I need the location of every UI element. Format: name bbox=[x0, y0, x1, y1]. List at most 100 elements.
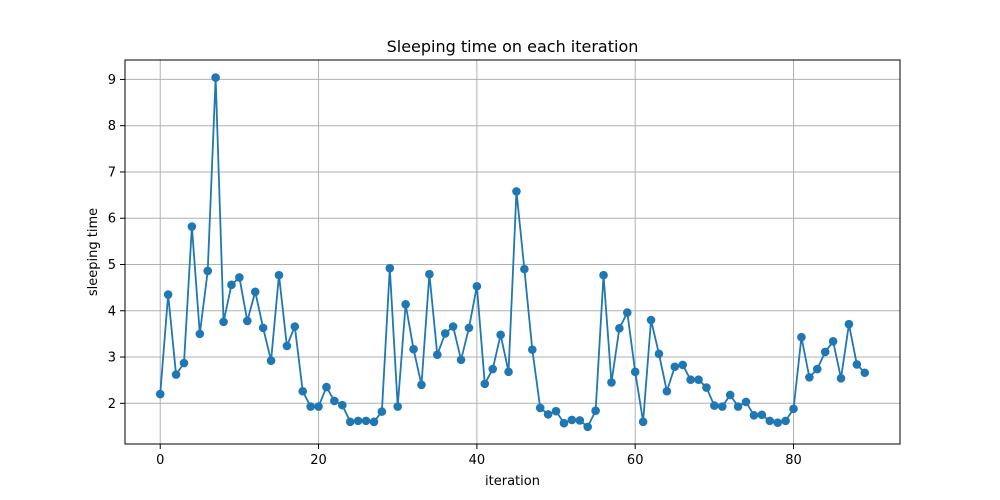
data-point bbox=[559, 418, 569, 428]
data-point bbox=[599, 270, 608, 280]
data-point bbox=[836, 374, 846, 383]
x-axis-ticks: 0 20 40 60 80 bbox=[156, 444, 802, 468]
y-tick-label: 3 bbox=[108, 351, 116, 366]
data-point bbox=[797, 332, 806, 342]
y-tick-label: 2 bbox=[108, 397, 116, 412]
data-point bbox=[258, 323, 268, 333]
data-point bbox=[195, 329, 205, 339]
data-point bbox=[535, 403, 545, 413]
y-axis-label: sleeping time bbox=[86, 208, 101, 296]
data-point bbox=[187, 222, 197, 231]
data-point bbox=[512, 187, 521, 196]
data-point bbox=[551, 406, 561, 416]
data-series bbox=[155, 73, 870, 432]
data-point bbox=[306, 402, 315, 411]
data-point bbox=[504, 367, 513, 377]
data-point bbox=[338, 400, 347, 410]
data-point bbox=[227, 280, 236, 290]
y-tick-label: 7 bbox=[108, 165, 116, 180]
data-point bbox=[646, 315, 656, 325]
data-point bbox=[345, 417, 355, 427]
data-point bbox=[575, 416, 585, 425]
data-point bbox=[369, 417, 379, 427]
data-point bbox=[678, 360, 687, 370]
data-point bbox=[733, 402, 743, 411]
data-point bbox=[527, 345, 537, 354]
data-point bbox=[694, 375, 703, 384]
data-point bbox=[409, 344, 418, 354]
data-point bbox=[622, 308, 632, 317]
data-point bbox=[844, 319, 854, 329]
data-point bbox=[781, 416, 790, 426]
data-point bbox=[567, 415, 577, 425]
data-point bbox=[860, 368, 870, 378]
data-point bbox=[717, 402, 727, 411]
data-point bbox=[203, 266, 213, 276]
data-point bbox=[425, 269, 434, 279]
data-point bbox=[456, 355, 466, 365]
series-line bbox=[159, 76, 866, 428]
data-point bbox=[654, 349, 664, 359]
data-point bbox=[607, 378, 616, 387]
data-point bbox=[789, 404, 798, 414]
x-tick-label: 80 bbox=[785, 453, 802, 468]
x-tick-label: 60 bbox=[627, 453, 644, 468]
data-point bbox=[353, 416, 363, 426]
data-point bbox=[448, 322, 458, 331]
data-point bbox=[330, 396, 339, 406]
data-point bbox=[820, 347, 830, 357]
data-point bbox=[393, 402, 403, 411]
data-point bbox=[765, 416, 775, 426]
data-point bbox=[235, 273, 244, 282]
data-point bbox=[828, 336, 838, 346]
data-point bbox=[670, 362, 680, 372]
data-point bbox=[686, 375, 695, 384]
data-point bbox=[179, 358, 189, 368]
chart-title: Sleeping time on each iteration bbox=[387, 37, 639, 56]
data-point bbox=[417, 380, 426, 390]
data-point bbox=[520, 264, 529, 274]
data-point bbox=[314, 402, 323, 411]
data-point bbox=[440, 329, 450, 338]
data-point bbox=[243, 316, 252, 326]
x-tick-label: 40 bbox=[469, 453, 486, 468]
y-tick-label: 9 bbox=[108, 73, 116, 88]
data-point bbox=[274, 270, 284, 280]
data-point bbox=[757, 410, 767, 420]
data-point bbox=[290, 322, 300, 331]
data-point bbox=[480, 379, 490, 389]
x-axis-label: iteration bbox=[485, 474, 540, 489]
data-point bbox=[282, 341, 292, 351]
y-tick-label: 4 bbox=[108, 304, 116, 319]
data-point bbox=[464, 323, 474, 333]
data-point bbox=[543, 410, 553, 419]
data-point bbox=[496, 330, 505, 340]
data-point bbox=[401, 299, 410, 309]
data-point bbox=[433, 350, 442, 360]
data-point bbox=[773, 418, 782, 428]
data-point bbox=[155, 389, 165, 399]
x-tick-label: 0 bbox=[156, 453, 164, 468]
data-point bbox=[591, 406, 600, 415]
y-tick-label: 6 bbox=[108, 212, 116, 227]
y-tick-label: 8 bbox=[108, 119, 116, 134]
data-point bbox=[805, 373, 814, 382]
data-point bbox=[583, 422, 592, 432]
data-point bbox=[662, 386, 672, 396]
data-point bbox=[266, 356, 276, 366]
data-point bbox=[702, 383, 711, 392]
data-point bbox=[638, 417, 648, 427]
data-point bbox=[488, 364, 498, 374]
grid-lines bbox=[125, 60, 900, 444]
axes-frame bbox=[124, 59, 901, 445]
data-point bbox=[852, 360, 862, 369]
y-tick-label: 5 bbox=[108, 258, 116, 273]
data-point bbox=[725, 390, 735, 400]
data-point bbox=[710, 401, 719, 410]
data-point bbox=[385, 263, 395, 273]
data-point bbox=[741, 397, 751, 407]
data-point bbox=[749, 411, 759, 420]
data-point bbox=[615, 324, 624, 333]
data-point bbox=[298, 386, 308, 396]
